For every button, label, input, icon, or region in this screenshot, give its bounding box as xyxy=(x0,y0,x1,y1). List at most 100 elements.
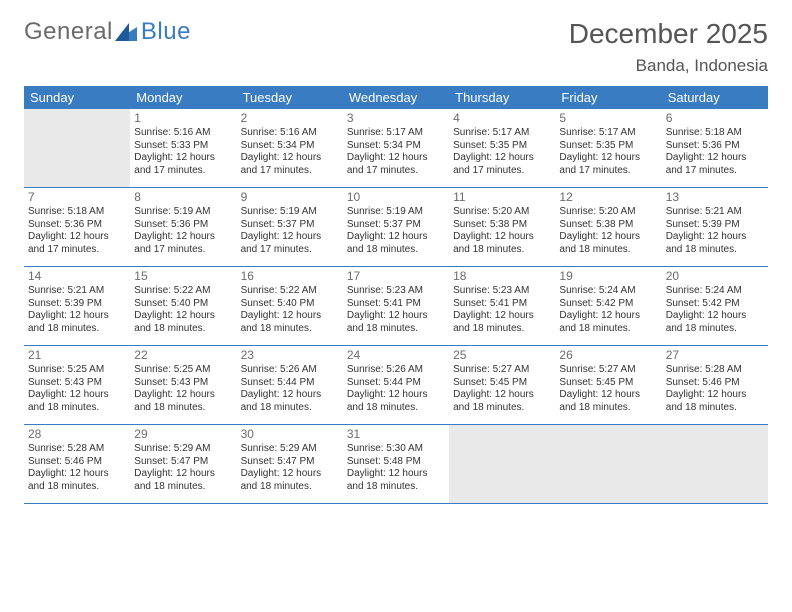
sunrise-text: Sunrise: 5:19 AM xyxy=(347,206,445,219)
day-number: 21 xyxy=(28,348,126,363)
sunrise-text: Sunrise: 5:28 AM xyxy=(28,443,126,456)
day-number: 15 xyxy=(134,269,232,284)
weekday-header-cell: Saturday xyxy=(662,86,768,109)
daylight-text: and 17 minutes. xyxy=(241,165,339,178)
sunrise-text: Sunrise: 5:29 AM xyxy=(241,443,339,456)
weekday-header-cell: Thursday xyxy=(449,86,555,109)
sunrise-text: Sunrise: 5:23 AM xyxy=(453,285,551,298)
day-number: 4 xyxy=(453,111,551,126)
day-cell: 6Sunrise: 5:18 AMSunset: 5:36 PMDaylight… xyxy=(662,109,768,187)
daylight-text: Daylight: 12 hours xyxy=(347,231,445,244)
sunrise-text: Sunrise: 5:27 AM xyxy=(559,364,657,377)
sunrise-text: Sunrise: 5:17 AM xyxy=(559,127,657,140)
daylight-text: Daylight: 12 hours xyxy=(241,468,339,481)
sunrise-text: Sunrise: 5:17 AM xyxy=(347,127,445,140)
day-cell xyxy=(449,425,555,503)
week-row: 1Sunrise: 5:16 AMSunset: 5:33 PMDaylight… xyxy=(24,109,768,188)
day-cell xyxy=(24,109,130,187)
day-number: 30 xyxy=(241,427,339,442)
daylight-text: Daylight: 12 hours xyxy=(134,152,232,165)
sunrise-text: Sunrise: 5:17 AM xyxy=(453,127,551,140)
week-row: 7Sunrise: 5:18 AMSunset: 5:36 PMDaylight… xyxy=(24,188,768,267)
daylight-text: and 17 minutes. xyxy=(241,244,339,257)
sunset-text: Sunset: 5:48 PM xyxy=(347,456,445,469)
daylight-text: Daylight: 12 hours xyxy=(241,310,339,323)
day-number: 20 xyxy=(666,269,764,284)
daylight-text: and 18 minutes. xyxy=(453,244,551,257)
daylight-text: and 17 minutes. xyxy=(134,165,232,178)
sunset-text: Sunset: 5:44 PM xyxy=(241,377,339,390)
day-cell: 29Sunrise: 5:29 AMSunset: 5:47 PMDayligh… xyxy=(130,425,236,503)
daylight-text: Daylight: 12 hours xyxy=(241,389,339,402)
day-number: 8 xyxy=(134,190,232,205)
day-cell: 9Sunrise: 5:19 AMSunset: 5:37 PMDaylight… xyxy=(237,188,343,266)
day-cell: 21Sunrise: 5:25 AMSunset: 5:43 PMDayligh… xyxy=(24,346,130,424)
day-cell: 12Sunrise: 5:20 AMSunset: 5:38 PMDayligh… xyxy=(555,188,661,266)
sunset-text: Sunset: 5:36 PM xyxy=(666,140,764,153)
day-cell: 24Sunrise: 5:26 AMSunset: 5:44 PMDayligh… xyxy=(343,346,449,424)
sunrise-text: Sunrise: 5:21 AM xyxy=(28,285,126,298)
daylight-text: and 18 minutes. xyxy=(347,244,445,257)
day-number: 19 xyxy=(559,269,657,284)
day-number: 22 xyxy=(134,348,232,363)
week-row: 14Sunrise: 5:21 AMSunset: 5:39 PMDayligh… xyxy=(24,267,768,346)
daylight-text: and 18 minutes. xyxy=(28,481,126,494)
sunset-text: Sunset: 5:33 PM xyxy=(134,140,232,153)
sunset-text: Sunset: 5:46 PM xyxy=(666,377,764,390)
sunset-text: Sunset: 5:41 PM xyxy=(453,298,551,311)
daylight-text: and 17 minutes. xyxy=(453,165,551,178)
day-cell: 10Sunrise: 5:19 AMSunset: 5:37 PMDayligh… xyxy=(343,188,449,266)
daylight-text: Daylight: 12 hours xyxy=(347,389,445,402)
day-number: 14 xyxy=(28,269,126,284)
sunrise-text: Sunrise: 5:16 AM xyxy=(134,127,232,140)
logo: General Blue xyxy=(24,18,191,46)
week-row: 28Sunrise: 5:28 AMSunset: 5:46 PMDayligh… xyxy=(24,425,768,504)
daylight-text: Daylight: 12 hours xyxy=(241,231,339,244)
sunrise-text: Sunrise: 5:18 AM xyxy=(28,206,126,219)
day-number: 3 xyxy=(347,111,445,126)
sunset-text: Sunset: 5:43 PM xyxy=(28,377,126,390)
day-number: 28 xyxy=(28,427,126,442)
day-cell: 18Sunrise: 5:23 AMSunset: 5:41 PMDayligh… xyxy=(449,267,555,345)
weekday-header-cell: Wednesday xyxy=(343,86,449,109)
daylight-text: Daylight: 12 hours xyxy=(347,468,445,481)
sunrise-text: Sunrise: 5:30 AM xyxy=(347,443,445,456)
day-number: 11 xyxy=(453,190,551,205)
day-cell: 14Sunrise: 5:21 AMSunset: 5:39 PMDayligh… xyxy=(24,267,130,345)
daylight-text: Daylight: 12 hours xyxy=(453,231,551,244)
calendar: SundayMondayTuesdayWednesdayThursdayFrid… xyxy=(24,86,768,504)
month-title: December 2025 xyxy=(569,18,768,50)
day-cell: 23Sunrise: 5:26 AMSunset: 5:44 PMDayligh… xyxy=(237,346,343,424)
header: General Blue December 2025 Banda, Indone… xyxy=(24,18,768,76)
day-cell: 1Sunrise: 5:16 AMSunset: 5:33 PMDaylight… xyxy=(130,109,236,187)
daylight-text: Daylight: 12 hours xyxy=(453,310,551,323)
sunset-text: Sunset: 5:42 PM xyxy=(666,298,764,311)
daylight-text: and 18 minutes. xyxy=(347,323,445,336)
sunrise-text: Sunrise: 5:20 AM xyxy=(559,206,657,219)
sunrise-text: Sunrise: 5:28 AM xyxy=(666,364,764,377)
day-number: 17 xyxy=(347,269,445,284)
daylight-text: Daylight: 12 hours xyxy=(559,310,657,323)
location: Banda, Indonesia xyxy=(569,56,768,76)
sunrise-text: Sunrise: 5:26 AM xyxy=(241,364,339,377)
sunset-text: Sunset: 5:38 PM xyxy=(453,219,551,232)
sunset-text: Sunset: 5:47 PM xyxy=(134,456,232,469)
day-cell: 27Sunrise: 5:28 AMSunset: 5:46 PMDayligh… xyxy=(662,346,768,424)
day-number: 25 xyxy=(453,348,551,363)
daylight-text: and 18 minutes. xyxy=(559,323,657,336)
day-cell: 19Sunrise: 5:24 AMSunset: 5:42 PMDayligh… xyxy=(555,267,661,345)
logo-word-1: General xyxy=(24,18,113,46)
daylight-text: Daylight: 12 hours xyxy=(241,152,339,165)
daylight-text: and 18 minutes. xyxy=(559,402,657,415)
sunset-text: Sunset: 5:40 PM xyxy=(134,298,232,311)
daylight-text: Daylight: 12 hours xyxy=(28,468,126,481)
logo-word-2: Blue xyxy=(141,18,191,46)
daylight-text: and 18 minutes. xyxy=(666,323,764,336)
day-cell: 13Sunrise: 5:21 AMSunset: 5:39 PMDayligh… xyxy=(662,188,768,266)
day-number: 24 xyxy=(347,348,445,363)
sunrise-text: Sunrise: 5:29 AM xyxy=(134,443,232,456)
daylight-text: Daylight: 12 hours xyxy=(453,152,551,165)
week-row: 21Sunrise: 5:25 AMSunset: 5:43 PMDayligh… xyxy=(24,346,768,425)
daylight-text: and 18 minutes. xyxy=(28,402,126,415)
sunset-text: Sunset: 5:34 PM xyxy=(241,140,339,153)
